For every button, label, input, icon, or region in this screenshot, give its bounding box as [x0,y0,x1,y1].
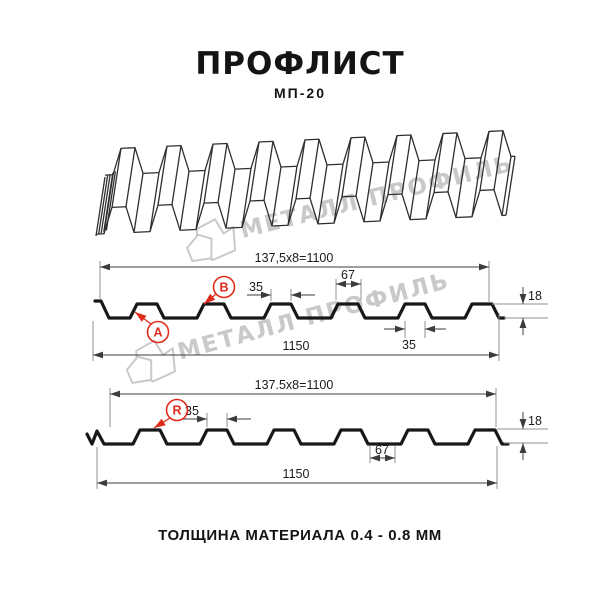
profile-cross-section-bottom [85,428,510,446]
sheet-3d-view [95,130,516,237]
product-code: МП-20 [274,85,326,101]
dimensions-bottom-section: 137.5x8=1100 1150 35 67 18 [96,378,548,489]
dim-coverage-width-bottom: 137.5x8=1100 [255,378,334,392]
material-thickness-note: ТОЛЩИНА МАТЕРИАЛА 0.4 - 0.8 ММ [158,527,442,544]
dim-crest-width-bottom-sec: 35 [185,404,199,418]
label-b-marker: B [203,275,236,305]
page-title: ПРОФЛИСТ [195,46,405,82]
dim-rib-base-width-top: 67 [341,268,355,282]
dim-valley-width-bottom: 67 [375,443,389,457]
label-a-marker: A [134,311,170,344]
dim-crest-width-top: 35 [249,280,263,294]
dim-coverage-width-top: 137,5x8=1100 [255,251,334,265]
dim-crest-width-bottom-top: 35 [402,338,416,352]
profile-cross-section-top [93,299,506,320]
dim-height-top: 18 [528,289,542,303]
dim-height-bottom: 18 [528,414,542,428]
label-r-marker: R [153,398,189,429]
label-r: R [172,404,181,418]
label-a: A [153,326,162,340]
metal-profile-logo-icon [125,355,153,384]
dim-overall-width-bottom: 1150 [283,467,310,481]
dimensions-top-section: 137,5x8=1100 1150 35 67 35 18 [92,251,548,361]
watermark: МЕТАЛЛ ПРОФИЛЬ [186,151,516,262]
label-b: B [219,281,228,295]
metal-profile-logo-icon [186,233,213,262]
dim-overall-width-top: 1150 [283,339,310,353]
